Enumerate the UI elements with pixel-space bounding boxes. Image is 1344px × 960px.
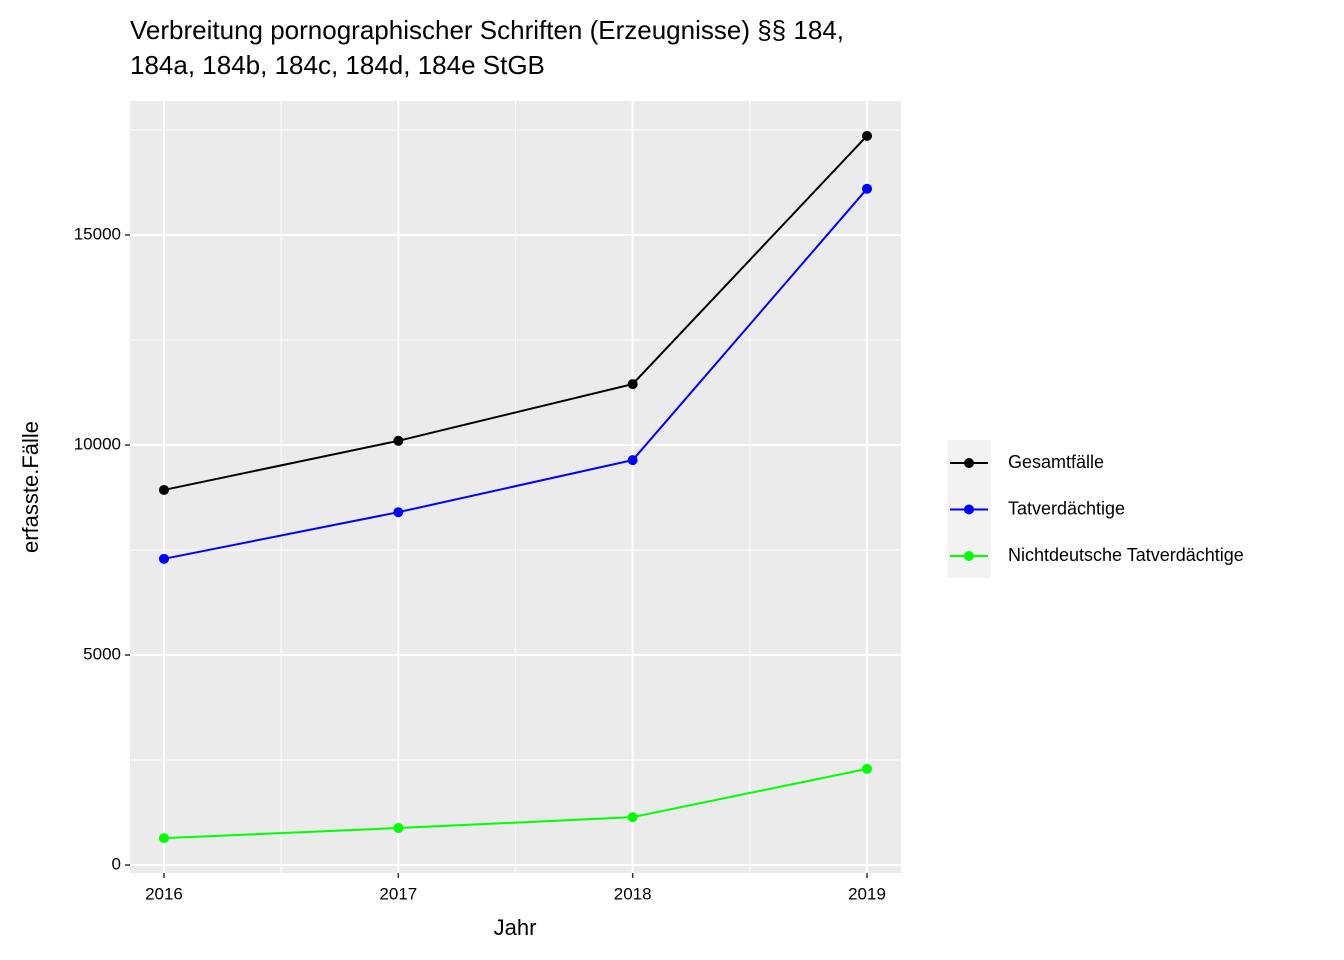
- chart-title: 184a, 184b, 184c, 184d, 184e StGB: [130, 50, 545, 80]
- chart-title: Verbreitung pornographischer Schriften (…: [130, 15, 844, 45]
- legend-label: Gesamtfälle: [1008, 452, 1104, 472]
- legend-key: [964, 504, 974, 515]
- series-line: [163, 767, 868, 840]
- data-point: [627, 379, 638, 390]
- legend-label: Nichtdeutsche Tatverdächtige: [1008, 545, 1244, 565]
- data-point: [158, 833, 169, 844]
- y-tick-label: 5000: [83, 644, 121, 663]
- legend-key: [964, 458, 974, 468]
- data-point: [627, 455, 638, 466]
- data-point: [393, 823, 404, 834]
- legend-key: [964, 551, 974, 561]
- x-tick-label: 2017: [379, 884, 417, 903]
- data-point: [393, 507, 404, 518]
- data-point: [158, 484, 169, 495]
- y-tick-label: 0: [112, 855, 121, 874]
- y-tick-label: 15000: [74, 224, 121, 243]
- y-tick-label: 10000: [74, 434, 121, 453]
- data-point: [158, 553, 169, 564]
- series-line: [163, 135, 868, 491]
- data-point: [627, 812, 638, 823]
- y-axis-title: erfasste.Fälle: [18, 421, 43, 553]
- data-point: [862, 763, 873, 774]
- series-line: [163, 188, 868, 560]
- x-tick-label: 2019: [848, 884, 886, 903]
- x-tick-label: 2016: [145, 884, 183, 903]
- data-point: [862, 130, 873, 141]
- legend-label: Tatverdächtige: [1008, 498, 1125, 518]
- x-tick-label: 2018: [614, 884, 652, 903]
- data-point: [862, 183, 873, 194]
- x-axis-title: Jahr: [494, 915, 537, 940]
- data-point: [393, 435, 404, 446]
